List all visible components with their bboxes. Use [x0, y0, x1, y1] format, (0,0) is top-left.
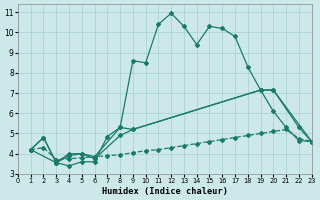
- X-axis label: Humidex (Indice chaleur): Humidex (Indice chaleur): [102, 187, 228, 196]
